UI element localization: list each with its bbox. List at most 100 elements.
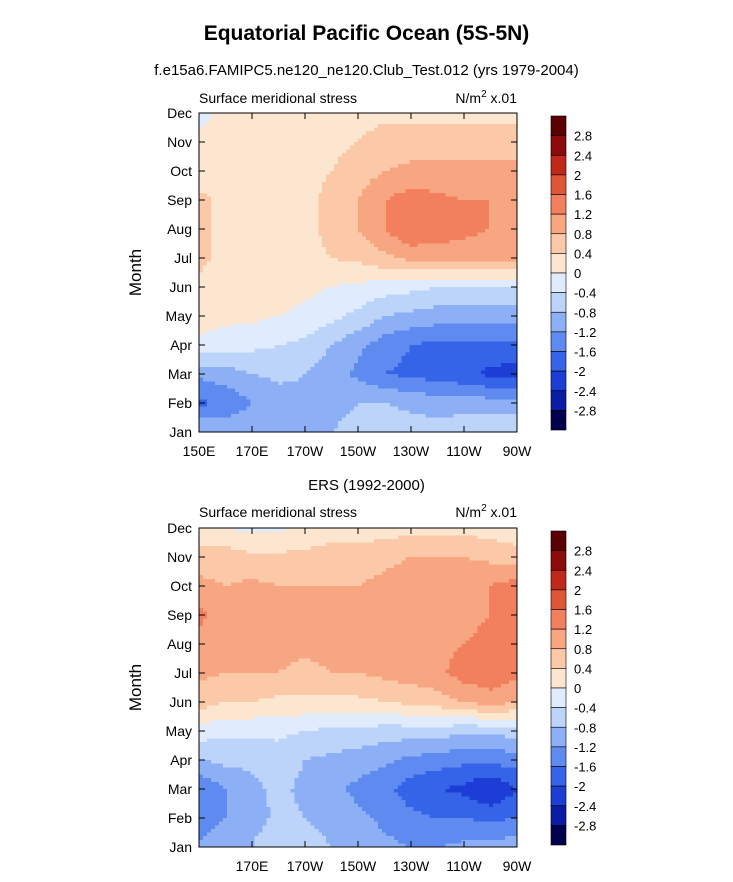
contour-cell: [409, 265, 415, 270]
contour-cell: [497, 305, 502, 310]
contour-cell: [354, 196, 359, 201]
contour-cell: [377, 174, 383, 179]
contour-cell: [218, 189, 224, 194]
contour-cell: [449, 160, 455, 165]
contour-cell: [513, 142, 518, 147]
contour-cell: [401, 221, 407, 226]
contour-cell: [246, 192, 252, 197]
contour-cell: [242, 221, 248, 226]
contour-cell: [274, 308, 280, 313]
contour-cell: [405, 268, 411, 274]
contour-cell: [445, 181, 451, 187]
contour-cell: [369, 192, 375, 197]
contour-cell: [314, 272, 319, 277]
contour-cell: [473, 156, 478, 161]
contour-cell: [354, 113, 359, 118]
contour-cell: [318, 272, 323, 277]
contour-cell: [326, 250, 331, 255]
contour-cell: [310, 283, 315, 288]
contour-cell: [469, 196, 474, 201]
contour-cell: [302, 203, 307, 208]
contour-cell: [361, 167, 367, 172]
contour-cell: [437, 120, 443, 125]
contour-cell: [354, 116, 359, 121]
contour-cell: [302, 312, 307, 317]
contour-cell: [377, 268, 383, 274]
contour-cell: [397, 196, 403, 201]
contour-cell: [429, 210, 435, 216]
contour-cell: [445, 301, 451, 306]
contour-cell: [433, 174, 439, 179]
contour-cell: [282, 229, 288, 234]
contour-cell: [218, 127, 224, 132]
contour-cell: [334, 192, 339, 197]
contour-cell: [258, 316, 264, 321]
contour-cell: [338, 312, 343, 317]
contour-cell: [282, 294, 288, 299]
contour-cell: [242, 243, 248, 248]
contour-cell: [302, 316, 307, 321]
contour-cell: [389, 236, 395, 241]
contour-cell: [477, 312, 482, 317]
contour-cell: [465, 178, 470, 183]
contour-cell: [302, 261, 307, 266]
contour-cell: [485, 185, 490, 190]
contour-cell: [290, 316, 296, 321]
contour-cell: [210, 268, 216, 274]
contour-cell: [202, 152, 208, 158]
contour-cell: [270, 319, 276, 324]
contour-cell: [509, 156, 514, 161]
contour-cell: [286, 152, 292, 158]
contour-cell: [417, 279, 423, 284]
contour-cell: [489, 160, 494, 165]
contour-cell: [222, 236, 228, 241]
contour-cell: [306, 163, 311, 168]
contour-cell: [226, 149, 232, 154]
contour-cell: [210, 113, 216, 118]
contour-cell: [493, 319, 498, 324]
contour-cell: [210, 145, 216, 150]
contour-cell: [350, 210, 355, 216]
contour-cell: [262, 120, 268, 125]
contour-cell: [373, 123, 379, 129]
contour-cell: [421, 189, 427, 194]
contour-cell: [465, 156, 470, 161]
contour-cell: [330, 127, 335, 132]
contour-cell: [302, 236, 307, 241]
contour-cell: [377, 287, 383, 292]
contour-cell: [373, 272, 379, 277]
contour-cell: [342, 236, 347, 241]
contour-cell: [358, 123, 363, 129]
contour-cell: [361, 276, 367, 281]
contour-cell: [433, 236, 439, 241]
contour-cell: [449, 192, 455, 197]
contour-cell: [342, 178, 347, 183]
contour-cell: [206, 290, 212, 295]
contour-cell: [469, 297, 474, 303]
contour-cell: [485, 243, 490, 248]
contour-cell: [373, 127, 379, 132]
contour-cell: [473, 178, 478, 183]
contour-cell: [318, 163, 323, 168]
contour-cell: [214, 254, 220, 259]
contour-cell: [294, 301, 299, 306]
contour-cell: [294, 178, 299, 183]
contour-cell: [218, 134, 224, 139]
contour-cell: [513, 247, 518, 252]
contour-cell: [242, 116, 248, 121]
contour-cell: [274, 232, 280, 237]
contour-cell: [266, 283, 272, 288]
contour-cell: [433, 163, 439, 168]
contour-cell: [409, 287, 415, 292]
contour-cell: [473, 192, 478, 197]
contour-cell: [274, 142, 280, 147]
contour-cell: [318, 171, 323, 176]
contour-cell: [457, 312, 462, 317]
contour-cell: [350, 171, 355, 176]
contour-cell: [513, 261, 518, 266]
contour-cell: [322, 323, 327, 328]
contour-cell: [429, 185, 435, 190]
contour-cell: [278, 145, 284, 150]
contour-cell: [417, 174, 423, 179]
contour-cell: [214, 236, 220, 241]
